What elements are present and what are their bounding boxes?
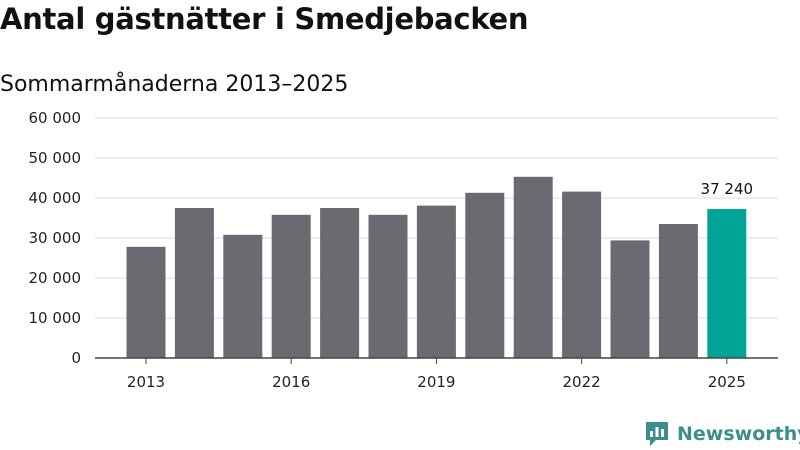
y-tick-label: 40 000 [29,189,82,207]
logo-text: Newsworthy [677,423,800,445]
bar-2014 [174,208,214,358]
bar-2017 [320,208,360,358]
bar-2022 [562,191,602,358]
bar-2018 [368,214,408,358]
data-label: 37 240 [701,180,754,198]
x-tick-label: 2013 [127,373,165,391]
x-tick-label: 2025 [708,373,746,391]
y-tick-label: 30 000 [29,229,82,247]
y-tick-label: 50 000 [29,149,82,167]
chart-subtitle: Sommarmånaderna 2013–2025 [0,72,349,97]
x-tick-label: 2016 [272,373,310,391]
y-tick-label: 10 000 [29,309,82,327]
y-tick-label: 60 000 [29,109,82,127]
bar-chart: 0 10 000 20 000 30 000 40 000 50 000 60 000 201… [29,109,778,391]
bar-2024 [658,224,698,358]
x-tick-label: 2022 [563,373,601,391]
newsworthy-logo-icon [646,422,668,446]
x-tick-label: 2019 [417,373,455,391]
y-tick-label: 0 [71,349,81,367]
bar-2023 [610,240,650,358]
bar-2015 [223,234,263,358]
newsworthy-logo: Newsworthy [644,420,800,448]
bar-2013 [126,246,166,358]
bar-2020 [465,192,505,358]
y-tick-label: 20 000 [29,269,82,287]
bar-2016 [271,214,311,358]
bar-2019 [416,205,456,358]
bar-2025 [707,209,747,358]
chart-title: Antal gästnätter i Smedjebacken [0,2,529,36]
bar-2021 [513,176,553,358]
